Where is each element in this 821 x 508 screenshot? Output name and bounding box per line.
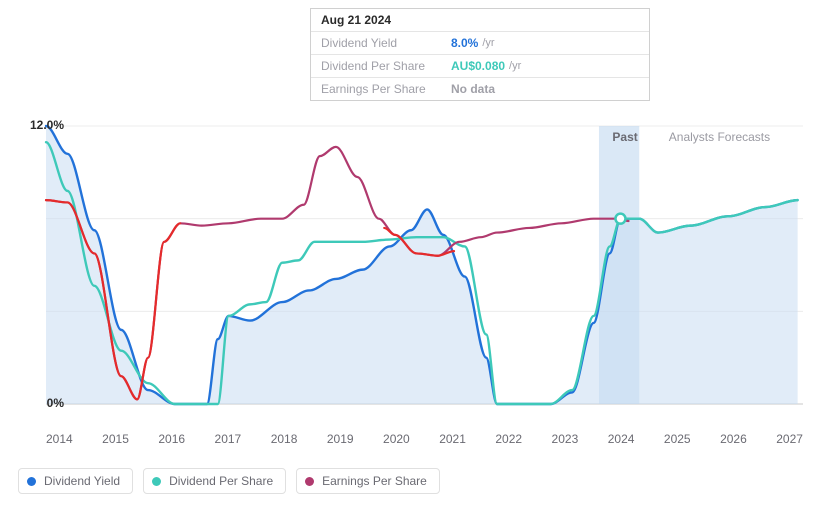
- x-tick-label: 2019: [327, 432, 354, 446]
- tooltip-row-label: Earnings Per Share: [321, 82, 451, 96]
- x-tick-label: 2025: [664, 432, 691, 446]
- legend-label: Dividend Per Share: [169, 474, 273, 488]
- x-tick-label: 2024: [608, 432, 635, 446]
- tooltip-row-value: No data: [451, 82, 495, 96]
- tooltip-row-label: Dividend Yield: [321, 36, 451, 50]
- tooltip-row-value: AU$0.080: [451, 59, 505, 73]
- legend-dot: [27, 477, 36, 486]
- x-tick-label: 2016: [158, 432, 185, 446]
- tooltip-row-unit: /yr: [482, 37, 494, 49]
- y-tick-label: 12.0%: [30, 118, 64, 132]
- x-tick-label: 2014: [46, 432, 73, 446]
- x-tick-label: 2020: [383, 432, 410, 446]
- tooltip-row-label: Dividend Per Share: [321, 59, 451, 73]
- legend-dot: [152, 477, 161, 486]
- x-tick-label: 2027: [776, 432, 803, 446]
- chart-area[interactable]: 2014201520162017201820192020202120222023…: [18, 118, 803, 428]
- region-label-forecast: Analysts Forecasts: [669, 130, 770, 144]
- x-tick-label: 2023: [552, 432, 579, 446]
- tooltip: Aug 21 2024 Dividend Yield 8.0% /yr Divi…: [310, 8, 650, 101]
- legend-item-dividend-yield[interactable]: Dividend Yield: [18, 468, 133, 494]
- region-label-past: Past: [612, 130, 637, 144]
- legend-label: Earnings Per Share: [322, 474, 427, 488]
- x-tick-label: 2022: [495, 432, 522, 446]
- x-tick-label: 2021: [439, 432, 466, 446]
- x-tick-label: 2017: [215, 432, 242, 446]
- legend-item-dividend-per-share[interactable]: Dividend Per Share: [143, 468, 286, 494]
- x-tick-label: 2015: [102, 432, 129, 446]
- x-axis: 2014 2015 2016 2017 2018 2019 2020 2021 2022 2023…: [46, 432, 803, 446]
- y-tick-label: 0%: [47, 396, 64, 410]
- tooltip-date: Aug 21 2024: [321, 13, 391, 27]
- legend-label: Dividend Yield: [44, 474, 120, 488]
- x-tick-label: 2018: [271, 432, 298, 446]
- x-tick-label: 2026: [720, 432, 747, 446]
- tooltip-row-unit: /yr: [509, 60, 521, 72]
- legend: Dividend Yield Dividend Per Share Earnin…: [18, 468, 440, 494]
- tooltip-row-value: 8.0%: [451, 36, 478, 50]
- legend-dot: [305, 477, 314, 486]
- legend-item-earnings-per-share[interactable]: Earnings Per Share: [296, 468, 440, 494]
- chart-svg: [18, 118, 803, 428]
